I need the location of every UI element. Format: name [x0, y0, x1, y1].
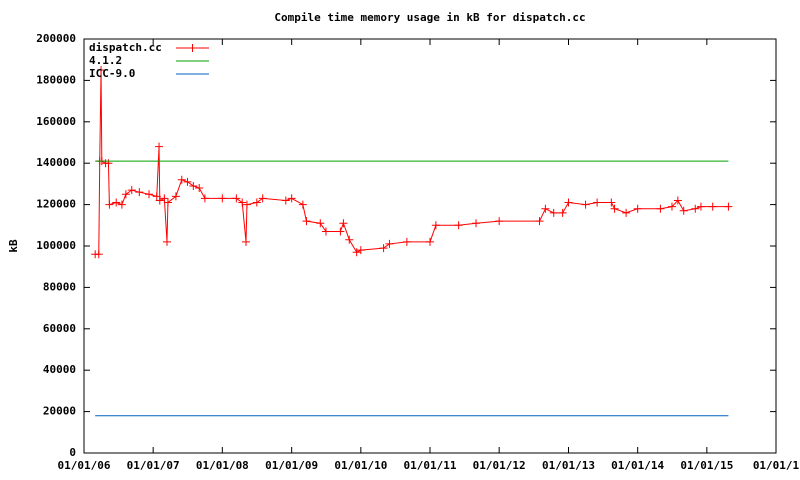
y-tick-label: 160000 [36, 115, 76, 128]
point-marker [673, 196, 682, 205]
point-marker [97, 66, 106, 75]
point-marker [339, 219, 348, 228]
point-marker [352, 248, 361, 257]
point-marker [541, 204, 550, 213]
x-tick-label: 01/01/1 [753, 459, 800, 472]
x-tick-label: 01/01/11 [404, 459, 457, 472]
point-marker [287, 194, 296, 203]
point-marker [402, 237, 411, 246]
point-marker [94, 250, 103, 259]
point-marker [426, 237, 434, 246]
point-marker [163, 198, 172, 207]
point-marker [610, 204, 619, 213]
point-marker [549, 208, 558, 217]
point-marker [183, 177, 192, 186]
point-marker [581, 200, 590, 209]
point-marker [171, 192, 180, 201]
y-tick-label: 40000 [43, 363, 76, 376]
y-axis-label: kB [7, 239, 20, 253]
y-tick-label: 0 [69, 446, 76, 459]
y-tick-label: 100000 [36, 239, 76, 252]
point-marker [321, 227, 330, 236]
point-marker [564, 198, 573, 207]
point-marker [724, 202, 733, 211]
point-marker [379, 244, 388, 253]
point-marker [104, 159, 113, 168]
x-tick-label: 01/01/08 [196, 459, 249, 472]
point-marker [495, 217, 504, 226]
x-tick-label: 01/01/10 [334, 459, 387, 472]
point-marker [127, 186, 136, 195]
x-tick-label: 01/01/07 [127, 459, 180, 472]
y-tick-label: 80000 [43, 280, 76, 293]
point-marker [472, 219, 481, 228]
point-marker [633, 204, 642, 213]
y-tick-label: 20000 [43, 405, 76, 418]
x-tick-label: 01/01/15 [680, 459, 733, 472]
legend-label: 4.1.2 [89, 54, 122, 67]
y-tick-label: 180000 [36, 73, 76, 86]
point-marker [679, 206, 688, 215]
x-tick-label: 01/01/14 [611, 459, 664, 472]
y-tick-label: 120000 [36, 198, 76, 211]
point-marker [535, 217, 544, 226]
x-tick-label: 01/01/12 [473, 459, 526, 472]
point-marker [200, 194, 209, 203]
point-marker [242, 237, 251, 246]
point-marker [345, 235, 354, 244]
point-marker [112, 198, 121, 207]
x-tick-label: 01/01/13 [542, 459, 595, 472]
point-marker [155, 196, 164, 205]
legend-label: dispatch.cc [89, 41, 162, 54]
point-marker [431, 221, 440, 230]
point-marker [135, 188, 144, 197]
point-marker [281, 196, 290, 205]
point-marker [691, 204, 700, 213]
point-marker [258, 194, 267, 203]
x-tick-label: 01/01/06 [58, 459, 111, 472]
point-marker [593, 198, 602, 207]
point-marker [242, 200, 251, 209]
point-marker [336, 227, 345, 236]
point-marker [105, 200, 114, 209]
point-marker [454, 221, 463, 230]
x-tick-label: 01/01/09 [265, 459, 318, 472]
point-marker [302, 217, 311, 226]
point-marker [656, 204, 665, 213]
point-marker [607, 198, 616, 207]
point-marker [232, 194, 241, 203]
y-tick-label: 60000 [43, 322, 76, 335]
point-marker [696, 202, 705, 211]
point-marker [152, 192, 161, 201]
point-marker [144, 190, 153, 199]
point-marker [238, 198, 247, 207]
chart-title: Compile time memory usage in kB for disp… [274, 11, 585, 24]
y-tick-label: 140000 [36, 156, 76, 169]
point-marker [298, 200, 307, 209]
point-marker [218, 194, 227, 203]
point-marker [667, 202, 676, 211]
point-marker [162, 237, 171, 246]
point-marker [160, 194, 169, 203]
point-marker [558, 208, 567, 217]
point-marker [356, 246, 365, 255]
point-marker [121, 190, 130, 199]
point-marker [385, 239, 394, 248]
point-marker [622, 208, 631, 217]
point-marker [195, 184, 204, 193]
point-marker [117, 200, 126, 209]
point-marker [155, 142, 164, 151]
point-marker [316, 219, 325, 228]
point-marker [252, 198, 261, 207]
y-tick-label: 200000 [36, 32, 76, 45]
point-marker [177, 175, 186, 184]
legend-label: ICC-9.0 [89, 67, 135, 80]
point-marker [708, 202, 717, 211]
point-marker [189, 181, 198, 190]
legend-marker [188, 44, 197, 52]
